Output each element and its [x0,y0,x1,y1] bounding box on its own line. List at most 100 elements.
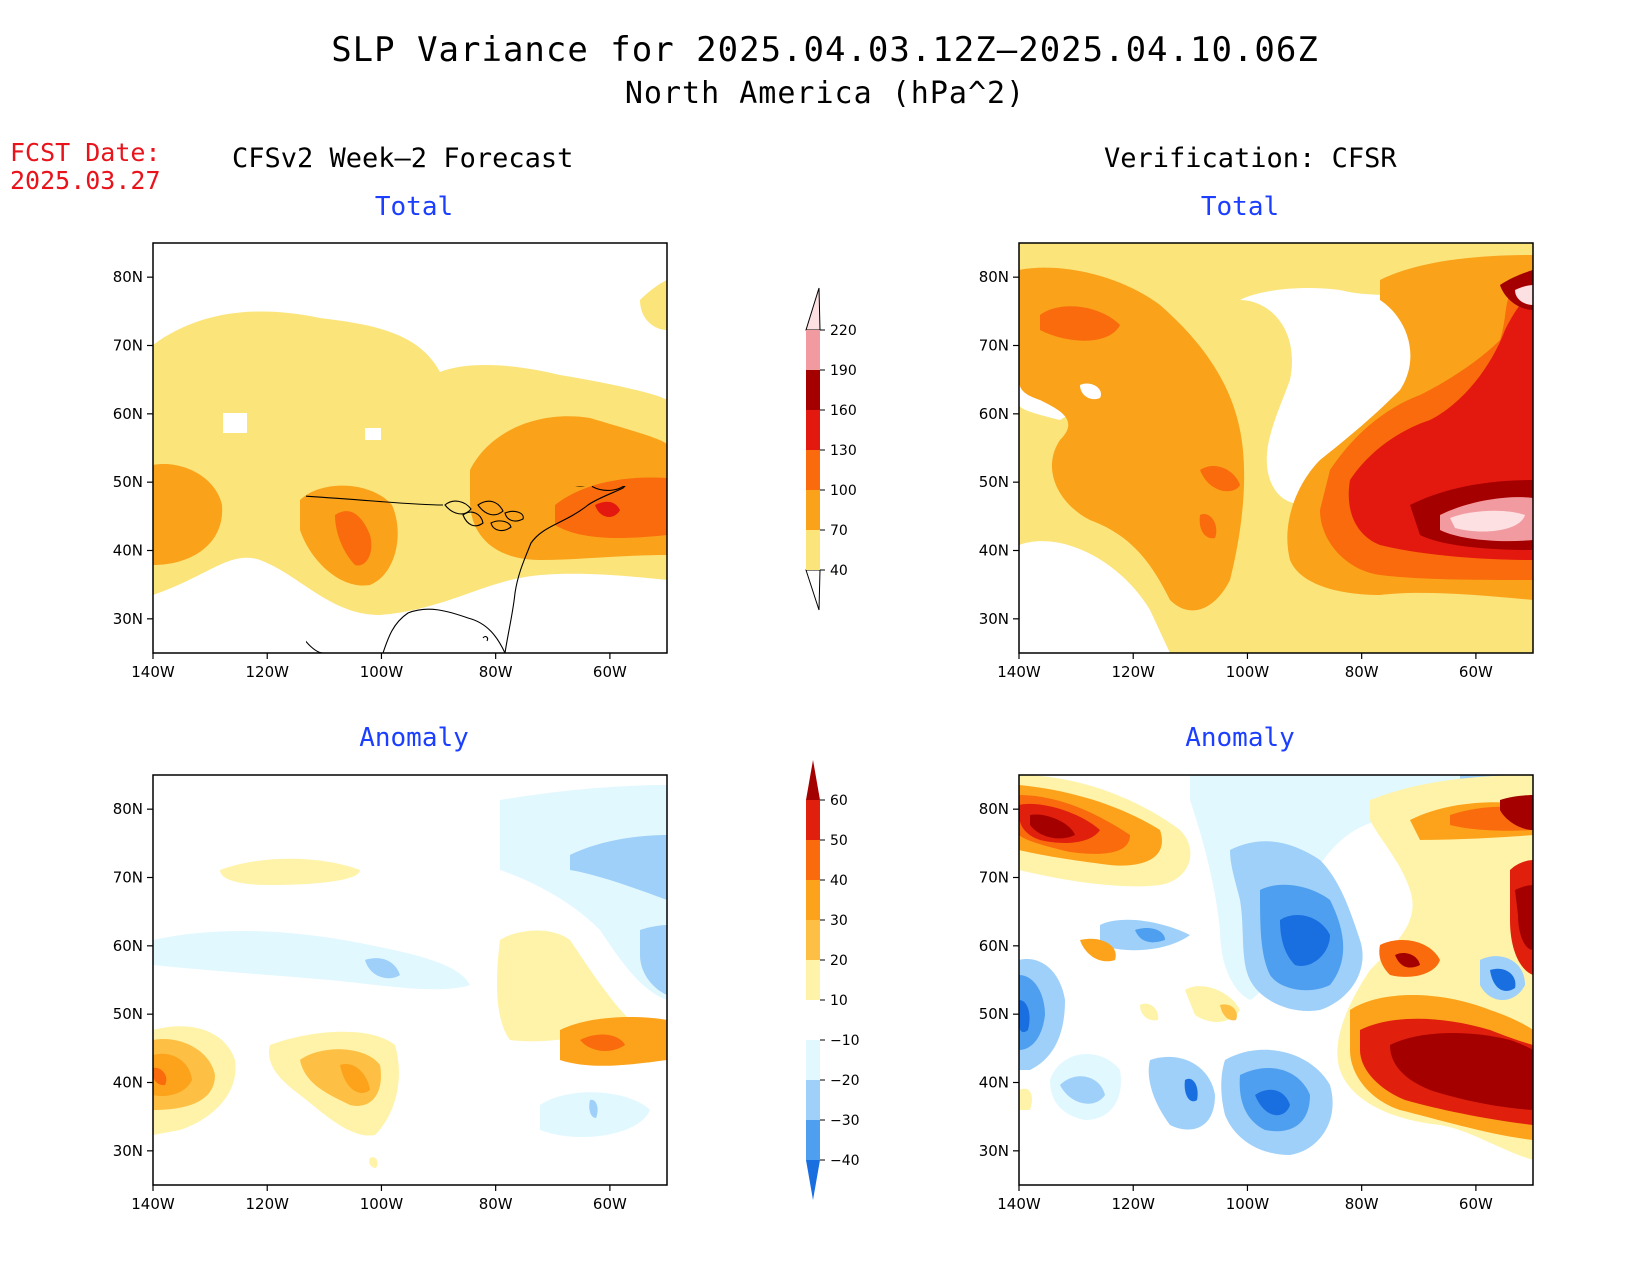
forecast-total-lon-label: 140W [131,663,175,681]
total-colorbar-segment [806,330,820,370]
forecast-anomaly-fill [153,775,667,1185]
anomaly-colorbar-segment [806,960,820,1000]
forecast-total-lon-label: 100W [360,663,404,681]
forecast-anomaly-lon-label: 120W [245,1195,289,1213]
verification-total-lat-label: 40N [979,542,1009,560]
anomaly-colorbar-segment [806,840,820,880]
forecast-total-lat-label: 60N [113,405,143,423]
total-colorbar-label: 190 [830,363,857,379]
map-axes: 80N 70N 60N 50N 40N 30N 140W 120W 100W 80W 60W 80N 7… [113,268,1493,1213]
verification-anomaly-lat-label: 80N [979,800,1009,818]
verification-total-lon-label: 60W [1459,663,1493,681]
forecast-total-fill [153,243,667,653]
anomaly-colorbar-segment [806,1120,820,1160]
verification-anomaly-lon-label: 60W [1459,1195,1493,1213]
total-colorbar-segment [806,410,820,450]
verification-anomaly-lat-label: 40N [979,1074,1009,1092]
verification-anomaly-lon-label: 120W [1111,1195,1155,1213]
fcst-date-value: 2025.03.27 [10,166,161,195]
total-colorbar-label: 40 [830,563,848,579]
forecast-total-lat-label: 80N [113,268,143,286]
verification-column-title: Verification: CFSR [1104,143,1397,174]
total-colorbar-segment [806,490,820,530]
forecast-total-map [152,242,668,654]
verification-anomaly-lon-label: 100W [1226,1195,1270,1213]
verification-anomaly-fill [1019,775,1533,1185]
forecast-column-title: CFSv2 Week–2 Forecast [232,143,574,174]
total-colorbar-label: 100 [830,483,857,499]
verification-total-lon-label: 120W [1111,663,1155,681]
verification-total-fill [1019,243,1533,653]
anomaly-colorbar-segment [806,1040,820,1080]
anomaly-colorbar-label: −10 [830,1033,860,1049]
forecast-anomaly-lon-label: 140W [131,1195,175,1213]
forecast-anomaly-lat-label: 30N [113,1142,143,1160]
fcst-date-label: FCST Date: [10,138,161,167]
verification-total-lat-label: 60N [979,405,1009,423]
total-colorbar-segment [806,370,820,410]
total-colorbar-segment [806,530,820,570]
total-colorbar-lower-arrow [805,569,821,611]
total-colorbar-segment [806,450,820,490]
anomaly-colorbar-label: 20 [830,953,848,969]
verification-total-title: Total [1200,192,1280,222]
anomaly-colorbar-label: −20 [830,1073,860,1089]
verification-anomaly-lon-label: 140W [997,1195,1041,1213]
anomaly-colorbar-label: 10 [830,993,848,1009]
verification-anomaly-lon-label: 80W [1345,1195,1379,1213]
anomaly-colorbar-label: 50 [830,833,848,849]
forecast-anomaly-lon-label: 80W [479,1195,513,1213]
forecast-total-lon-label: 60W [593,663,627,681]
anomaly-colorbar-lower-arrow [806,1160,820,1200]
anomaly-colorbar-label: −30 [830,1113,860,1129]
verification-anomaly-lat-label: 30N [979,1142,1009,1160]
forecast-anomaly-lat-label: 80N [113,800,143,818]
anomaly-colorbar-label: 40 [830,873,848,889]
forecast-total-lat-label: 70N [113,337,143,355]
anomaly-colorbar: 60 50 40 30 20 10 −10 −20 −30 −40 [806,760,860,1200]
verification-anomaly-title: Anomaly [1185,723,1295,753]
verification-anomaly-lat-label: 70N [979,869,1009,887]
forecast-total-lat-label: 50N [113,473,143,491]
anomaly-colorbar-segment [806,1080,820,1120]
forecast-anomaly-lon-label: 60W [593,1195,627,1213]
anomaly-colorbar-segment [806,800,820,840]
forecast-anomaly-lat-label: 60N [113,937,143,955]
verification-total-lon-label: 80W [1345,663,1379,681]
forecast-total-title: Total [374,192,454,222]
anomaly-colorbar-segment [806,920,820,960]
verification-anomaly-map [1018,774,1534,1186]
anomaly-colorbar-upper-arrow [806,760,820,800]
anomaly-colorbar-segment [806,880,820,920]
figure-subtitle: North America (hPa^2) [624,76,1026,111]
figure-title: SLP Variance for 2025.04.03.12Z–2025.04.… [331,30,1319,70]
forecast-anomaly-lat-label: 40N [113,1074,143,1092]
forecast-anomaly-title: Anomaly [359,723,469,753]
forecast-anomaly-lat-label: 70N [113,869,143,887]
forecast-anomaly-lon-label: 100W [360,1195,404,1213]
forecast-total-lon-label: 80W [479,663,513,681]
forecast-anomaly-lat-label: 50N [113,1005,143,1023]
anomaly-colorbar-label: −40 [830,1153,860,1169]
verification-total-lon-label: 140W [997,663,1041,681]
forecast-total-lat-label: 40N [113,542,143,560]
total-colorbar: 40 70 100 130 160 190 220 [805,287,857,611]
total-colorbar-label: 160 [830,403,857,419]
verification-anomaly-lat-label: 50N [979,1005,1009,1023]
forecast-total-lon-label: 120W [245,663,289,681]
total-colorbar-label: 130 [830,443,857,459]
verification-total-lat-label: 30N [979,610,1009,628]
verification-total-lat-label: 70N [979,337,1009,355]
anomaly-colorbar-label: 60 [830,793,848,809]
forecast-total-lat-label: 30N [113,610,143,628]
forecast-anomaly-map [152,774,668,1186]
anomaly-colorbar-segment [806,1000,820,1040]
verification-total-map [1018,242,1534,654]
verification-total-lat-label: 80N [979,268,1009,286]
verification-anomaly-lat-label: 60N [979,937,1009,955]
verification-total-lon-label: 100W [1226,663,1270,681]
total-colorbar-label: 70 [830,523,848,539]
verification-total-lat-label: 50N [979,473,1009,491]
total-colorbar-upper-arrow [805,287,821,331]
